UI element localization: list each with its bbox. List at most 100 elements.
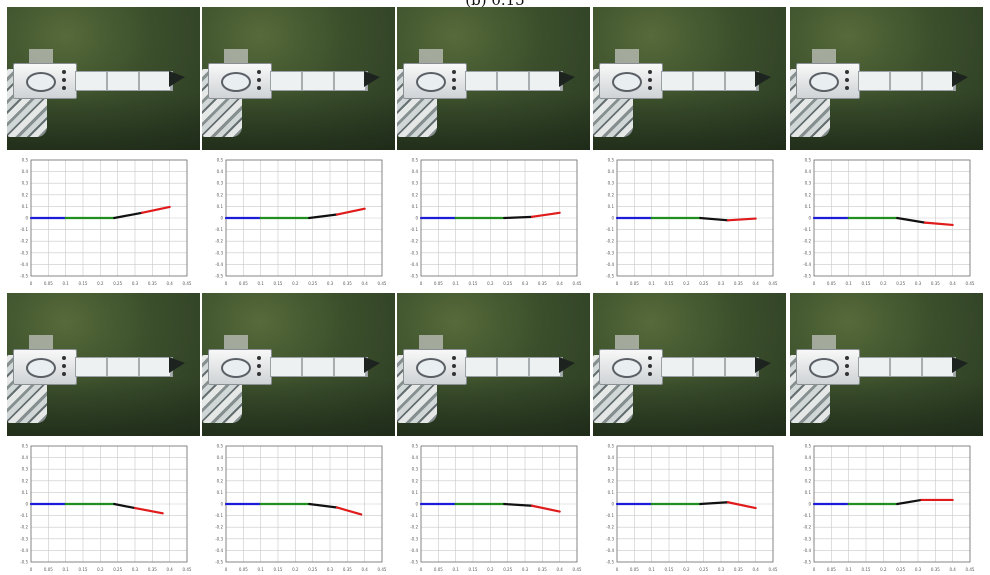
x-tick-label: 0.3: [132, 567, 139, 572]
y-tick-label: 0.1: [412, 490, 419, 495]
x-tick-label: 0.2: [292, 567, 299, 572]
y-tick-label: 0.3: [412, 181, 419, 186]
x-tick-label: 0.1: [257, 281, 264, 286]
fish-tail-links: [270, 357, 368, 377]
x-tick-label: 0.35: [734, 281, 743, 286]
segment-3-line: [113, 211, 144, 220]
x-tick-label: 0.3: [718, 281, 725, 286]
y-tick-label: -0.2: [20, 239, 28, 244]
x-tick-label: 0.25: [896, 567, 905, 572]
y-tick-label: 0.4: [805, 455, 812, 460]
y-tick-label: -0.4: [606, 262, 614, 267]
segment-3-line: [503, 502, 534, 507]
x-tick-label: 0.25: [113, 281, 122, 286]
y-tick-label: -0.3: [215, 250, 223, 255]
x-tick-label: 0.4: [949, 567, 956, 572]
y-tick-label: 0.3: [608, 181, 615, 186]
x-tick-label: 0.35: [343, 567, 352, 572]
y-tick-label: 0.2: [608, 192, 615, 197]
sensor-icon: [26, 358, 56, 378]
y-tick-label: 0.5: [217, 158, 224, 163]
fish-head: [599, 349, 663, 385]
x-tick-label: 0.35: [538, 567, 547, 572]
caudal-fin: [169, 71, 185, 87]
x-tick-label: 0.45: [573, 567, 582, 572]
y-tick-label: 0: [25, 216, 28, 221]
fish-head: [13, 63, 77, 99]
y-tick-label: 0.2: [22, 192, 29, 197]
y-tick-label: 0.3: [412, 467, 419, 472]
plot-svg: 0 0.05 0.1 0.15 0.2 0.25 0.3 0.35 0.4 0.45 0.5 0.4 0…: [410, 444, 582, 573]
y-tick-label: 0.4: [805, 169, 812, 174]
x-tick-label: 0.1: [257, 567, 264, 572]
caudal-fin: [559, 357, 575, 373]
robot-fish-photo: [202, 7, 395, 150]
x-tick-label: 0.25: [699, 281, 708, 286]
x-tick-label: 0.4: [949, 281, 956, 286]
x-tick-label: 0.4: [556, 281, 563, 286]
y-tick-label: 0.5: [412, 158, 419, 163]
shape-plot: 0 0.05 0.1 0.15 0.2 0.25 0.3 0.35 0.4 0.45 0.5 0.4 0…: [397, 154, 590, 289]
x-tick-label: 0: [813, 281, 816, 286]
y-tick-label: -0.5: [606, 560, 614, 565]
x-tick-label: 0.15: [469, 281, 478, 286]
y-tick-label: 0.4: [22, 455, 29, 460]
x-tick-label: 0.35: [931, 567, 940, 572]
segment-4-line: [530, 504, 561, 513]
x-tick-label: 0.35: [148, 281, 157, 286]
shape-plot: 0 0.05 0.1 0.15 0.2 0.25 0.3 0.35 0.4 0.45 0.5 0.4 0…: [593, 154, 786, 289]
y-tick-label: 0.3: [608, 467, 615, 472]
y-tick-label: -0.2: [803, 239, 811, 244]
x-tick-label: 0.45: [966, 567, 975, 572]
x-tick-label: 0.4: [361, 281, 368, 286]
caudal-fin: [364, 71, 380, 87]
y-tick-label: -0.5: [215, 560, 223, 565]
y-tick-label: -0.4: [20, 262, 28, 267]
x-tick-label: 0.25: [896, 281, 905, 286]
x-tick-label: 0.35: [734, 567, 743, 572]
x-tick-label: 0.15: [469, 567, 478, 572]
y-tick-label: -0.2: [606, 525, 614, 530]
segment-4-line: [530, 211, 561, 218]
y-tick-label: 0.3: [805, 181, 812, 186]
x-tick-label: 0.4: [361, 567, 368, 572]
sensor-icon: [221, 358, 251, 378]
x-tick-label: 0.2: [97, 567, 104, 572]
plot-row-bottom: 0 0.05 0.1 0.15 0.2 0.25 0.3 0.35 0.4 0.45 0.5 0.4 0…: [0, 440, 990, 575]
segment-4-line: [140, 205, 171, 214]
x-tick-label: 0.05: [44, 567, 53, 572]
fish-tail-links: [465, 357, 563, 377]
y-tick-label: -0.5: [803, 560, 811, 565]
y-tick-label: 0.3: [217, 181, 224, 186]
y-tick-label: 0.5: [805, 444, 812, 449]
y-tick-label: 0.1: [412, 204, 419, 209]
y-tick-label: -0.2: [606, 239, 614, 244]
plot-svg: 0 0.05 0.1 0.15 0.2 0.25 0.3 0.35 0.4 0.45 0.5 0.4 0…: [20, 444, 192, 573]
y-tick-label: -0.4: [410, 548, 418, 553]
y-tick-label: 0: [415, 502, 418, 507]
sensor-icon: [612, 72, 642, 92]
y-tick-label: -0.2: [410, 239, 418, 244]
x-tick-label: 0.05: [630, 567, 639, 572]
y-tick-label: -0.2: [803, 525, 811, 530]
plot-svg: 0 0.05 0.1 0.15 0.2 0.25 0.3 0.35 0.4 0.45 0.5 0.4 0…: [20, 158, 192, 287]
segment-3-line: [699, 216, 730, 222]
x-tick-label: 0.4: [752, 567, 759, 572]
shape-plot: 0 0.05 0.1 0.15 0.2 0.25 0.3 0.35 0.4 0.45 0.5 0.4 0…: [593, 440, 786, 575]
segment-4-line: [726, 501, 757, 510]
y-tick-label: 0.3: [217, 467, 224, 472]
x-tick-label: 0.1: [648, 281, 655, 286]
y-tick-label: 0.1: [22, 490, 29, 495]
x-tick-label: 0: [30, 567, 33, 572]
shape-plot: 0 0.05 0.1 0.15 0.2 0.25 0.3 0.35 0.4 0.45 0.5 0.4 0…: [397, 440, 590, 575]
segment-4-line: [335, 207, 366, 216]
y-tick-label: 0.4: [608, 455, 615, 460]
y-tick-label: 0: [415, 216, 418, 221]
segment-3-line: [308, 213, 339, 220]
segment-3-line: [699, 501, 730, 506]
x-tick-label: 0.25: [308, 281, 317, 286]
x-tick-label: 0.45: [378, 567, 387, 572]
photo-row-top: [0, 7, 990, 150]
x-tick-label: 0.2: [97, 281, 104, 286]
y-tick-label: -0.5: [606, 274, 614, 279]
